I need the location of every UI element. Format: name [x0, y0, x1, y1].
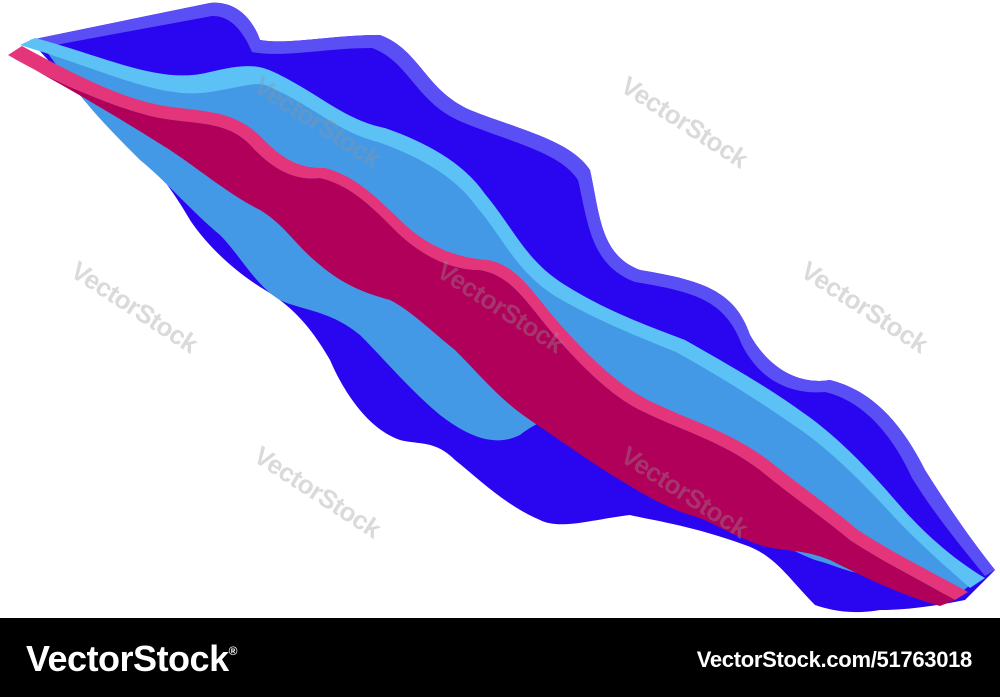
- footer-brand: VectorStock®: [26, 638, 237, 680]
- wavy-strata-illustration: [8, 2, 995, 613]
- registered-mark: ®: [228, 644, 238, 658]
- footer-bar: VectorStock® VectorStock.com/51763018: [0, 618, 1000, 697]
- magenta-layer: [8, 55, 955, 606]
- footer-image-id: VectorStock.com/51763018: [696, 647, 973, 672]
- magenta-edge: [8, 46, 968, 600]
- footer-brand-name: VectorStock: [26, 638, 229, 679]
